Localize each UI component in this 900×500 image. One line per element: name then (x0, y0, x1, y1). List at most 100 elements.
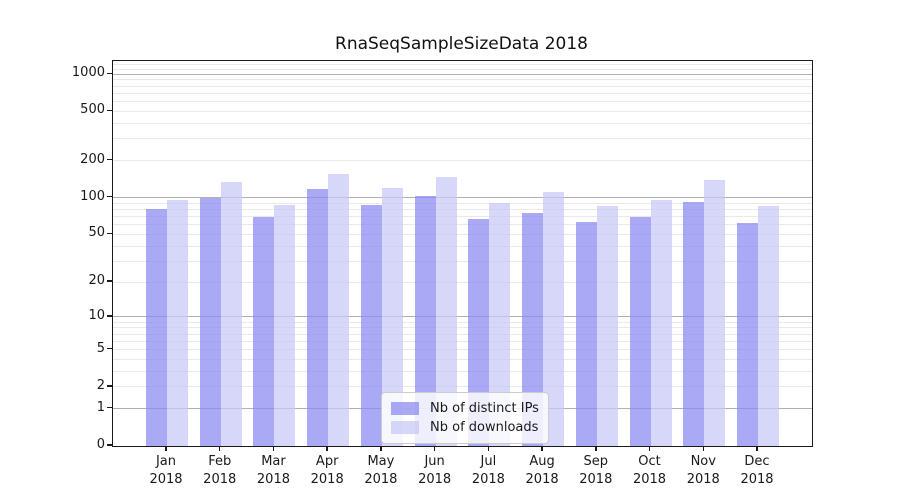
gridline-minor (113, 260, 812, 262)
gridline-minor (113, 63, 812, 65)
y-tick-label: 200 (80, 151, 105, 167)
y-tick-label: 5 (96, 340, 105, 356)
legend-swatch-distinct-ips (391, 402, 419, 415)
x-tick-mark (326, 446, 328, 452)
x-tick-mark (272, 446, 275, 452)
bar-downloads (328, 174, 350, 446)
gridline-minor (113, 358, 812, 360)
y-tick-label: 500 (80, 102, 105, 118)
bar-downloads (543, 192, 565, 446)
bar-downloads (596, 206, 618, 446)
y-tick-label: 100 (80, 188, 105, 204)
legend-swatch-downloads (391, 421, 419, 434)
y-tick-mark (107, 385, 112, 387)
y-tick-mark (107, 232, 112, 235)
y-tick-mark (107, 444, 112, 446)
bar-distinct-ips (575, 222, 597, 446)
bar-downloads (758, 206, 779, 446)
gridline-minor (113, 92, 812, 94)
gridline-minor (113, 224, 812, 226)
y-tick-mark (107, 109, 112, 112)
y-tick-mark (107, 195, 112, 198)
gridline-minor (113, 370, 812, 372)
y-tick-label: 2 (96, 377, 105, 393)
gridline-minor (113, 138, 812, 140)
bar-downloads (274, 205, 296, 446)
x-tick-mark (702, 446, 704, 452)
x-tick-label: Jan 2018 (149, 454, 183, 487)
bar-downloads (650, 199, 672, 446)
bar-distinct-ips (360, 205, 382, 446)
y-tick-mark (107, 72, 112, 74)
x-tick-mark (648, 446, 651, 452)
x-tick-mark (595, 446, 597, 452)
bar-downloads (704, 179, 726, 446)
bar-distinct-ips (253, 216, 275, 446)
gridline-major (113, 73, 812, 75)
gridline-minor (113, 333, 812, 335)
x-tick-mark (165, 446, 167, 452)
bar-downloads (435, 176, 457, 446)
x-tick-label: Oct 2018 (632, 454, 667, 487)
x-tick-label: May 2018 (364, 454, 398, 487)
x-tick-mark (541, 446, 543, 452)
y-tick-label: 1000 (71, 65, 105, 81)
legend-label-downloads: Nb of downloads (430, 420, 539, 435)
chart-title: RnaSeqSampleSizeData 2018 (335, 34, 588, 54)
x-tick-label: Aug 2018 (525, 454, 559, 487)
gridline-minor (113, 101, 812, 103)
x-tick-mark (433, 446, 436, 452)
legend-item-distinct-ips: Nb of distinct IPs (391, 399, 539, 418)
x-tick-mark (380, 446, 382, 452)
bar-distinct-ips (522, 212, 544, 446)
y-tick-label: 1 (96, 399, 105, 415)
gridline-minor (113, 233, 812, 235)
bar-downloads (220, 182, 242, 446)
gridline-minor (113, 349, 812, 351)
bar-distinct-ips (468, 218, 490, 446)
y-tick-label: 50 (88, 225, 105, 241)
bar-downloads (381, 187, 403, 446)
gridline-minor (113, 216, 812, 218)
bar-distinct-ips (629, 216, 651, 446)
gridline-minor (113, 68, 812, 70)
gridline-minor (113, 202, 812, 204)
legend-label-distinct-ips: Nb of distinct IPs (430, 401, 539, 416)
bar-distinct-ips (146, 208, 167, 446)
bar-distinct-ips (199, 197, 221, 446)
x-tick-mark (219, 446, 221, 452)
bar-distinct-ips (737, 223, 758, 446)
gridline-minor (113, 110, 812, 112)
gridline-minor (113, 281, 812, 283)
x-tick-label: Nov 2018 (686, 454, 720, 487)
bar-downloads (167, 200, 188, 446)
bar-distinct-ips (683, 202, 705, 446)
bar-downloads (489, 202, 511, 446)
y-tick-label: 10 (88, 307, 105, 323)
gridline-minor (113, 327, 812, 329)
y-tick-mark (107, 315, 112, 317)
y-tick-label: 20 (88, 273, 105, 289)
plot-area: Nb of distinct IPs Nb of downloads (112, 60, 813, 447)
gridline-minor (113, 85, 812, 87)
x-tick-label: Mar 2018 (256, 454, 290, 487)
gridline-minor (113, 209, 812, 211)
gridline-minor (113, 340, 812, 342)
x-tick-label: Jul 2018 (471, 454, 505, 487)
x-tick-label: Feb 2018 (203, 454, 237, 487)
x-tick-label: Apr 2018 (310, 454, 344, 487)
y-tick-label: 0 (96, 437, 105, 452)
y-tick-mark (107, 158, 112, 161)
gridline-minor (113, 321, 812, 323)
x-tick-mark (756, 446, 758, 452)
bar-distinct-ips (414, 196, 436, 446)
gridline-minor (113, 122, 812, 124)
y-tick-mark (107, 347, 112, 350)
gridline-minor (113, 160, 812, 162)
x-tick-label: Dec 2018 (740, 454, 774, 487)
gridline-minor (113, 386, 812, 388)
gridline-major (113, 197, 812, 199)
bar-distinct-ips (307, 189, 329, 446)
gridline-minor (113, 245, 812, 247)
